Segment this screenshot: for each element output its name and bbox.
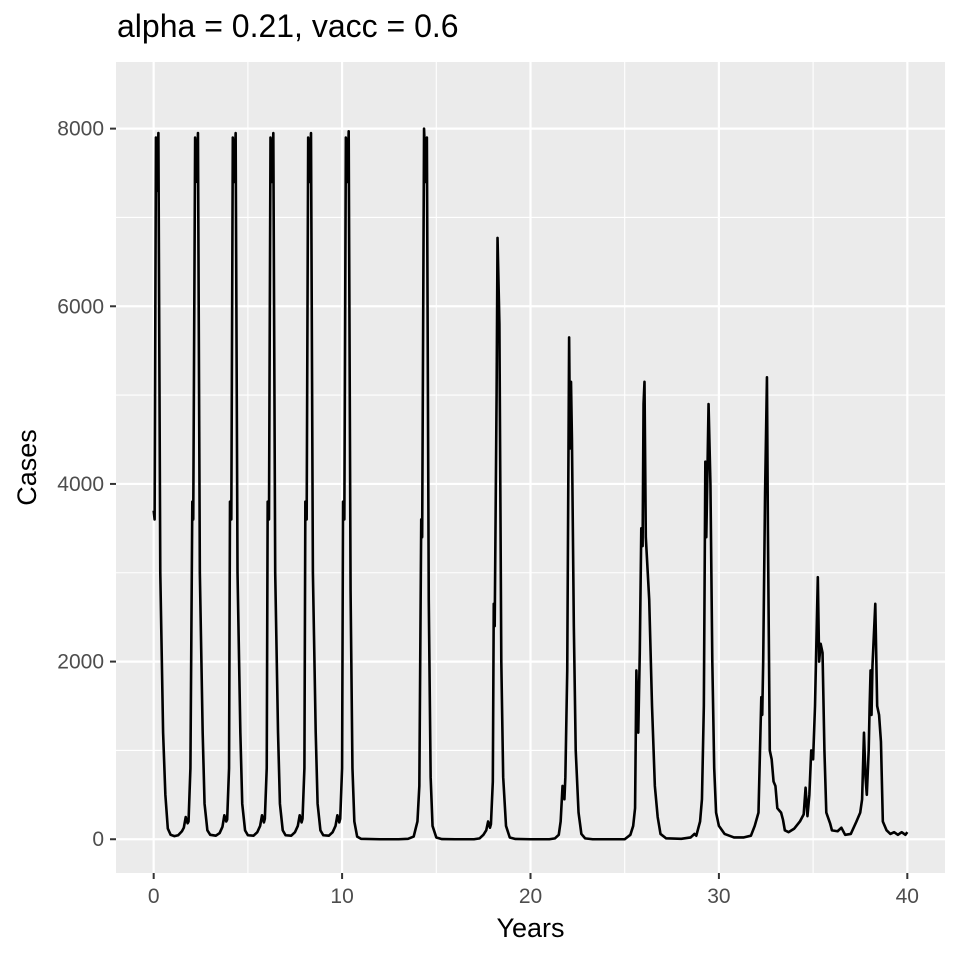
major-gridlines	[116, 62, 945, 873]
x-tick-label: 40	[896, 885, 919, 908]
y-axis-title: Cases	[12, 429, 42, 506]
x-axis-title: Years	[496, 913, 564, 943]
series-line-cases	[152, 127, 909, 841]
y-tick-label: 4000	[57, 473, 104, 496]
x-tick-label: 30	[707, 885, 730, 908]
x-tick-label: 10	[330, 885, 353, 908]
y-tick-label: 0	[92, 828, 104, 851]
y-axis: 0 2000 4000 6000 8000	[57, 118, 116, 851]
y-tick-label: 6000	[57, 295, 104, 318]
x-axis: 0 10 20 30 40	[148, 873, 919, 908]
y-tick-label: 8000	[57, 118, 104, 141]
y-tick-label: 2000	[57, 651, 104, 674]
x-tick-label: 0	[148, 885, 160, 908]
x-tick-label: 20	[519, 885, 542, 908]
chart-title: alpha = 0.21, vacc = 0.6	[117, 8, 459, 44]
